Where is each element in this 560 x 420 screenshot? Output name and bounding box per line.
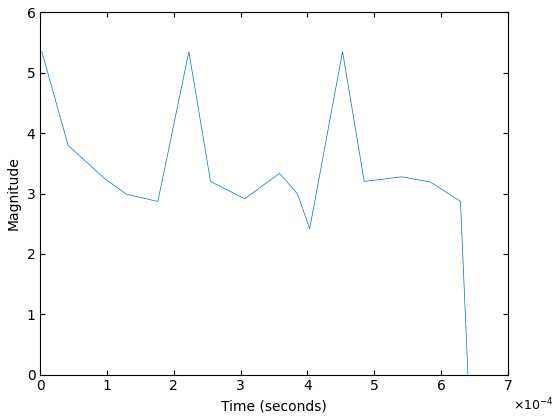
Text: $\times10^{-4}$: $\times10^{-4}$ bbox=[512, 396, 553, 413]
Y-axis label: Magnitude: Magnitude bbox=[7, 157, 21, 231]
X-axis label: Time (seconds): Time (seconds) bbox=[221, 399, 327, 413]
